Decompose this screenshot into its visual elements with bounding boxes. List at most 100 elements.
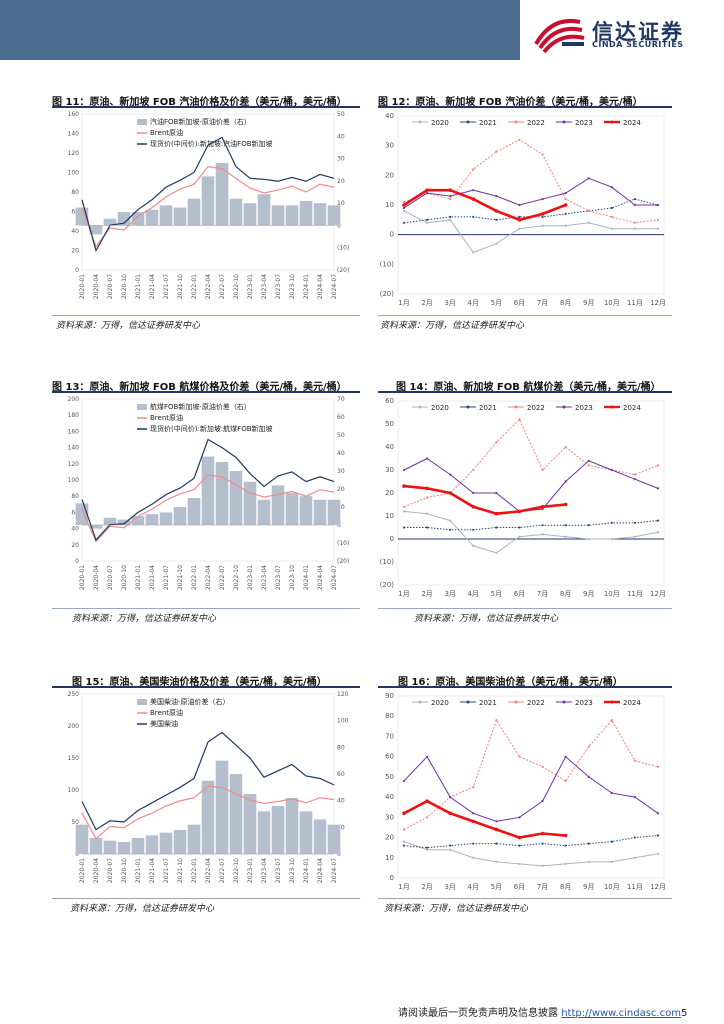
- legend-label: 2024: [623, 699, 641, 707]
- spread-bar: [117, 519, 131, 525]
- x-tick-label: 10月: [604, 299, 620, 307]
- y2-tick-label: 40: [337, 798, 345, 805]
- x-tick-label: 2021-01: [135, 858, 142, 883]
- footer-website-link[interactable]: http://www.cindasc.com: [561, 1008, 681, 1019]
- series-point: [449, 519, 452, 522]
- series-point: [402, 828, 406, 831]
- x-tick-label: 11月: [627, 590, 643, 598]
- series-point: [587, 459, 590, 462]
- series-point: [495, 195, 498, 198]
- x-tick-label: 8月: [560, 590, 571, 598]
- series-point: [425, 512, 429, 515]
- y-tick-label: 0: [75, 267, 79, 274]
- series-point: [425, 192, 429, 195]
- x-tick-label: 10月: [604, 590, 620, 598]
- series-point: [633, 759, 637, 762]
- spread-bar: [313, 499, 327, 525]
- figure-14-source: 资料来源：万得，信达证券研发中心: [414, 614, 559, 624]
- y-tick-label: 50: [71, 819, 79, 826]
- legend-label: 2021: [479, 699, 497, 707]
- series-point: [541, 153, 544, 156]
- spread-bar: [243, 794, 257, 854]
- y-tick-label: 60: [71, 509, 79, 516]
- series-point: [449, 848, 452, 851]
- y-tick-label: 30: [385, 813, 394, 821]
- series-point: [656, 519, 660, 522]
- figure-14-chart: (20) (10) 0 10 20 30 40 50 60 1月 2月 3月 4月 5月 6月 7月 8月 9月 1…: [372, 393, 674, 603]
- spread-bar: [89, 525, 103, 529]
- x-tick-label: 2020-10: [121, 565, 128, 590]
- series-point: [541, 842, 544, 845]
- y-tick-label: 180: [68, 412, 80, 419]
- series-point: [425, 188, 429, 192]
- spread-bar: [229, 198, 243, 226]
- series-line: [81, 438, 335, 542]
- x-tick-label: 4月: [468, 299, 479, 307]
- series-point: [518, 203, 521, 207]
- spread-bar: [117, 212, 131, 226]
- x-tick-label: 2022-01: [191, 565, 198, 590]
- series-point: [472, 544, 475, 547]
- figure-16-source: 资料来源：万得，信达证券研发中心: [384, 904, 529, 914]
- legend-marker: [514, 405, 518, 409]
- series-point: [495, 719, 498, 722]
- legend-label: 航煤FOB新加坡-原油价差（右）: [150, 402, 251, 411]
- page-number: 5: [680, 1008, 688, 1019]
- series-point: [402, 526, 406, 529]
- series-point: [472, 251, 475, 254]
- legend-marker: [466, 700, 470, 704]
- series-point: [633, 535, 637, 538]
- spread-bar: [271, 485, 285, 525]
- series-point: [656, 487, 660, 490]
- spread-bar: [145, 209, 159, 226]
- legend-marker: [418, 405, 422, 409]
- series-point: [425, 526, 429, 529]
- spread-bar: [75, 824, 89, 854]
- x-tick-label: 2022-04: [205, 565, 212, 590]
- series-point: [564, 535, 567, 538]
- series-point: [610, 719, 613, 722]
- spread-bar: [229, 774, 243, 854]
- x-tick-label: 2021-07: [163, 858, 170, 883]
- spread-bar: [257, 499, 271, 525]
- x-tick-label: 5月: [491, 299, 502, 307]
- series-point: [449, 218, 452, 221]
- series-point: [495, 551, 498, 554]
- series-line: [403, 755, 659, 822]
- series-point: [472, 785, 475, 789]
- x-tick-label: 2023-10: [289, 274, 296, 299]
- figure-16-chart: 0 10 20 30 40 50 60 70 80 90 1月 2月 3月 4月 5月 6月 7月 8月 9月 10月…: [372, 688, 674, 896]
- y-tick-label: 90: [385, 692, 394, 700]
- series-point: [610, 521, 613, 524]
- series-point: [656, 765, 660, 768]
- spread-bar: [243, 481, 257, 525]
- series-point: [587, 860, 590, 863]
- series-point: [449, 195, 452, 198]
- spread-bar: [229, 471, 243, 525]
- figure-11-source: 资料来源：万得，信达证券研发中心: [56, 321, 201, 331]
- spread-bar: [131, 516, 145, 525]
- y-tick-label: 250: [68, 691, 80, 698]
- series-point: [517, 218, 522, 222]
- x-tick-label: 2024-01: [303, 274, 310, 299]
- x-tick-label: 2021-04: [149, 274, 156, 299]
- legend-swatch: [137, 404, 147, 410]
- series-point: [541, 533, 544, 536]
- x-tick-label: 2023-07: [275, 565, 282, 590]
- spread-bar: [187, 198, 201, 226]
- x-tick-label: 2024-07: [331, 565, 338, 590]
- x-tick-label: 2024-01: [303, 858, 310, 883]
- spread-bar: [215, 163, 229, 226]
- y-tick-label: 30: [385, 142, 394, 150]
- series-point: [472, 842, 475, 845]
- spread-bar: [103, 218, 117, 226]
- x-tick-label: 2023-10: [289, 565, 296, 590]
- series-point: [495, 491, 498, 495]
- series-point: [656, 218, 660, 221]
- series-point: [656, 203, 660, 207]
- x-tick-label: 6月: [514, 299, 525, 307]
- y2-tick-label: (10): [337, 540, 349, 547]
- figure-16-bottom-rule: [378, 898, 672, 899]
- x-tick-label: 2023-01: [247, 565, 254, 590]
- series-line: [403, 198, 659, 224]
